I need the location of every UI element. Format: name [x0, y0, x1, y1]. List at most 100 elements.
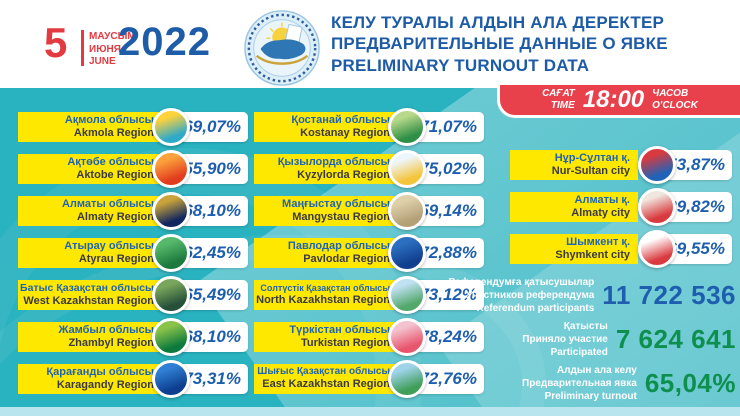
time-label-kk: САҒАТ [542, 88, 575, 99]
time-value: 18:00 [582, 86, 645, 113]
cec-seal-icon [244, 10, 320, 86]
zhambyl-region-emblem-icon [152, 318, 190, 356]
region-name-en: Akmola Region [73, 127, 154, 139]
region-label: Шығыс Қазақстан облысы East Kazakhstan R… [254, 364, 398, 394]
region-name-kk: Қостанай облысы [291, 113, 390, 126]
region-row-karagandy: Қарағанды облысы Karagandy Region 73,31% [18, 360, 248, 398]
month-kk: МАУСЫМ [89, 31, 136, 42]
region-label: Маңғыстау облысы Mangystau Region [254, 196, 398, 226]
summary-participants: Референдумға қатысушылар Участников рефе… [449, 276, 736, 315]
city-name-en: Nur-Sultan city [551, 165, 630, 177]
summary-label-kk: Алдын ала келу [556, 365, 637, 376]
city-name-en: Almaty city [571, 207, 630, 219]
cities-column: Нұр-Сұлтан қ. Nur-Sultan city 53,87% Алм… [510, 146, 732, 272]
almaty-region-emblem-icon [152, 192, 190, 230]
region-row-north-kazakhstan: Солтүстік Қазақстан облысы North Kazakhs… [254, 276, 484, 314]
region-name-en: Kyzylorda Region [297, 169, 390, 181]
summary-label: Референдумға қатысушылар Участников рефе… [442, 276, 595, 315]
almaty-city-emblem-icon [638, 188, 676, 226]
region-name-kk: Батыс Қазақстан облысы [20, 282, 154, 295]
city-label: Алматы қ. Almaty city [510, 192, 638, 222]
summary-label-kk: Қатысты [563, 321, 608, 332]
time-label-left: САҒАТ TIME [542, 88, 575, 112]
region-name-kk: Солтүстік Қазақстан облысы [260, 283, 390, 293]
time-label-ru: ЧАСОВ [652, 88, 689, 99]
region-name-en: Karagandy Region [56, 379, 154, 391]
time-label-right: ЧАСОВ O'CLOCK [652, 88, 698, 112]
region-name-kk: Қарағанды облысы [46, 365, 154, 378]
aktobe-region-emblem-icon [152, 150, 190, 188]
region-label: Қостанай облысы Kostanay Region [254, 112, 398, 142]
turkistan-region-emblem-icon [388, 318, 426, 356]
summary-value: 65,04% [644, 367, 736, 398]
north-kazakhstan-region-emblem-icon [388, 276, 426, 314]
kyzylorda-region-emblem-icon [388, 150, 426, 188]
region-name-en: Pavlodar Region [303, 253, 390, 265]
region-label: Атырау облысы Atyrau Region [18, 238, 162, 268]
region-name-en: West Kazakhstan Region [23, 294, 154, 307]
region-name-en: Atyrau Region [78, 253, 154, 265]
city-name-kk: Шымкент қ. [566, 235, 630, 248]
regions-column-left: Ақмола облысы Akmola Region 69,07% Ақтөб… [18, 108, 248, 402]
page-title: КЕЛУ ТУРАЛЫ АЛДЫН АЛА ДЕРЕКТЕР ПРЕДВАРИТ… [331, 12, 731, 76]
title-line-kk: КЕЛУ ТУРАЛЫ АЛДЫН АЛА ДЕРЕКТЕР [331, 13, 665, 32]
bottom-strip [0, 407, 740, 416]
summary-label-en: Referendum participants [476, 303, 595, 314]
region-name-kk: Атырау облысы [64, 239, 154, 252]
region-name-en: Mangystau Region [292, 211, 390, 223]
date-year: 2022 [118, 20, 211, 64]
summary-label-ru: Предварительная явка [522, 378, 637, 389]
region-row-pavlodar: Павлодар облысы Pavlodar Region 72,88% [254, 234, 484, 272]
shymkent-city-emblem-icon [638, 230, 676, 268]
region-row-mangystau: Маңғыстау облысы Mangystau Region 59,14% [254, 192, 484, 230]
karagandy-region-emblem-icon [152, 360, 190, 398]
time-banner: САҒАТ TIME 18:00 ЧАСОВ O'CLOCK [497, 85, 740, 118]
month-ru: ИЮНЯ [89, 43, 121, 55]
region-name-kk: Шығыс Қазақстан облысы [257, 366, 390, 378]
summary-participated: Қатысты Приняло участие Participated 7 6… [478, 320, 736, 359]
region-row-turkistan: Түркістан облысы Turkistan Region 78,24% [254, 318, 484, 356]
region-row-kyzylorda: Қызылорда облысы Kyzylorda Region 75,02% [254, 150, 484, 188]
city-row-nur-sultan: Нұр-Сұлтан қ. Nur-Sultan city 53,87% [510, 146, 732, 184]
region-label: Қызылорда облысы Kyzylorda Region [254, 154, 398, 184]
region-label: Қарағанды облысы Karagandy Region [18, 364, 162, 394]
region-row-almaty-region: Алматы облысы Almaty Region 68,10% [18, 192, 248, 230]
region-name-en: Almaty Region [76, 211, 154, 223]
east-kazakhstan-region-emblem-icon [388, 360, 426, 398]
city-row-almaty: Алматы қ. Almaty city 29,82% [510, 188, 732, 226]
city-label: Шымкент қ. Shymkent city [510, 234, 638, 264]
akmola-region-emblem-icon [152, 108, 190, 146]
mangystau-region-emblem-icon [388, 192, 426, 230]
region-name-en: Aktobe Region [76, 169, 154, 181]
region-name-kk: Маңғыстау облысы [282, 197, 390, 210]
summary-label-kk: Референдумға қатысушылар [448, 277, 595, 288]
region-name-kk: Түркістан облысы [289, 323, 390, 336]
time-label-en: TIME [550, 100, 575, 111]
region-row-west-kazakhstan: Батыс Қазақстан облысы West Kazakhstan R… [18, 276, 248, 314]
summary-value: 7 624 641 [615, 323, 736, 354]
nur-sultan-city-emblem-icon [638, 146, 676, 184]
region-row-atyrau: Атырау облысы Atyrau Region 62,45% [18, 234, 248, 272]
date-months: МАУСЫМ ИЮНЯ JUNE [89, 31, 136, 69]
region-label: Павлодар облысы Pavlodar Region [254, 238, 398, 268]
region-label: Жамбыл облысы Zhambyl Region [18, 322, 162, 352]
data-panel: Ақмола облысы Akmola Region 69,07% Ақтөб… [0, 88, 740, 416]
region-name-kk: Жамбыл облысы [58, 323, 154, 336]
kostanay-region-emblem-icon [388, 108, 426, 146]
regions-column-middle: Қостанай облысы Kostanay Region 71,07% Қ… [254, 108, 484, 402]
summary-label-en: Preliminary turnout [544, 391, 637, 402]
region-name-kk: Ақтөбе облысы [67, 155, 154, 168]
region-row-akmola: Ақмола облысы Akmola Region 69,07% [18, 108, 248, 146]
date-separator [81, 30, 84, 66]
region-name-kk: Алматы облысы [61, 197, 154, 210]
region-name-en: East Kazakhstan Region [262, 378, 390, 391]
region-label: Солтүстік Қазақстан облысы North Kazakhs… [254, 280, 398, 310]
region-name-kk: Ақмола облысы [64, 113, 154, 126]
region-row-zhambyl: Жамбыл облысы Zhambyl Region 68,10% [18, 318, 248, 356]
summary-label: Алдын ала келу Предварительная явка Prel… [485, 364, 637, 403]
west-kazakhstan-region-emblem-icon [152, 276, 190, 314]
region-label: Батыс Қазақстан облысы West Kazakhstan R… [18, 280, 162, 310]
region-row-aktobe: Ақтөбе облысы Aktobe Region 55,90% [18, 150, 248, 188]
turnout-value: 73,12% [401, 280, 484, 310]
